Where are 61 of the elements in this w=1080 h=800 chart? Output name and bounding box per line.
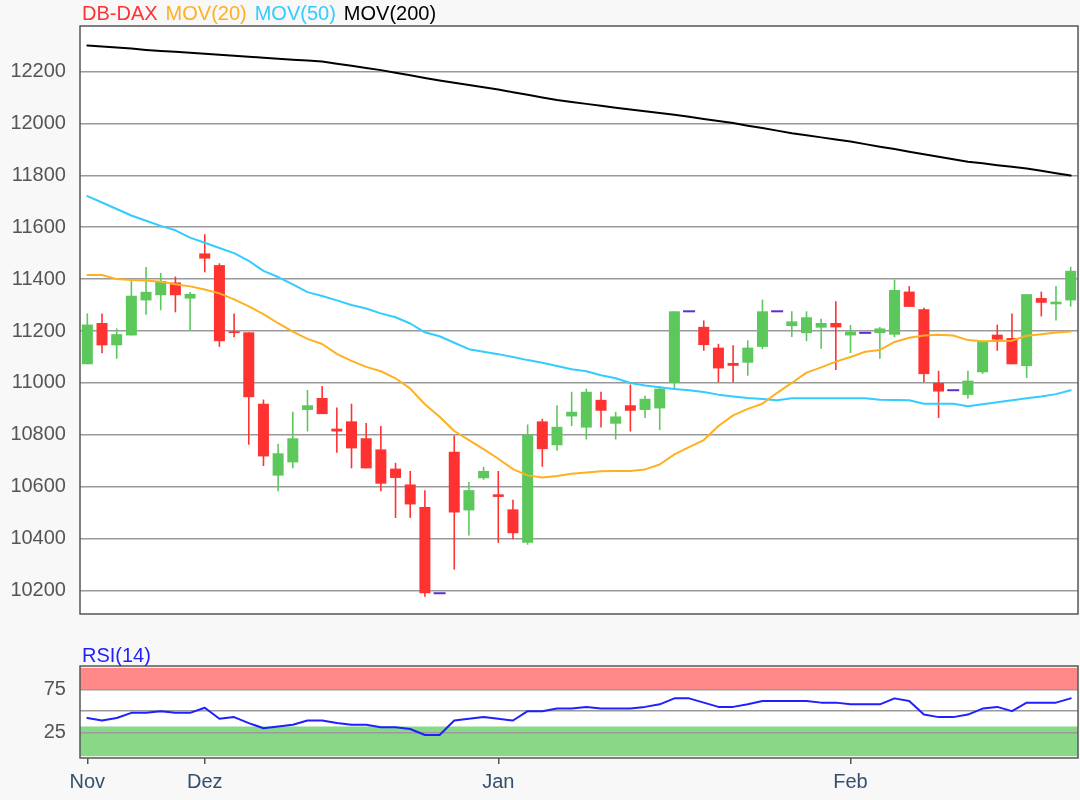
- text: MOV(50): [254, 2, 336, 24]
- candlestick: [859, 331, 872, 334]
- candlestick: [786, 310, 798, 338]
- y-tick-label: 25: [43, 719, 66, 742]
- y-tick-label: 10200: [10, 578, 66, 601]
- y-tick-label: 11000: [11, 370, 66, 393]
- candlestick: [463, 481, 475, 537]
- y-tick-label: 11800: [11, 162, 66, 185]
- y-tick-label: 12200: [10, 58, 66, 81]
- candlestick: [947, 389, 960, 392]
- candlestick: [874, 326, 886, 360]
- candlestick: [800, 310, 812, 342]
- x-tick-label: Jan: [482, 769, 515, 792]
- candlestick: [712, 342, 724, 383]
- y-tick-label: 11400: [11, 266, 66, 289]
- candlestick: [140, 266, 152, 316]
- candlestick: [272, 442, 284, 493]
- y-tick-label: 10400: [10, 526, 66, 549]
- x-tick-label: Nov: [69, 769, 106, 792]
- candlestick: [492, 470, 504, 544]
- candlestick: [639, 394, 651, 419]
- candlestick: [991, 323, 1003, 352]
- candlestick: [815, 318, 827, 350]
- candlestick: [830, 300, 842, 371]
- candlestick: [507, 498, 519, 541]
- candlestick: [433, 592, 446, 595]
- candlestick: [199, 233, 211, 274]
- candlestick: [111, 327, 123, 360]
- y-tick-label: 11200: [11, 318, 66, 341]
- candlestick: [610, 410, 622, 441]
- candlestick: [96, 312, 108, 355]
- text: DB-DAX: [82, 2, 158, 24]
- candlestick: [301, 389, 313, 433]
- candlestick: [903, 285, 915, 308]
- candlestick: [404, 470, 416, 519]
- text: MOV(20): [165, 2, 247, 24]
- candlestick: [316, 385, 328, 415]
- candlestick: [228, 312, 240, 339]
- x-tick-label: Dez: [186, 769, 223, 792]
- y-tick-label: 75: [43, 677, 66, 700]
- candlestick: [390, 462, 402, 519]
- candlestick: [595, 390, 607, 429]
- candlestick: [698, 319, 710, 352]
- y-tick-label: 10800: [10, 422, 66, 445]
- candlestick: [962, 369, 974, 400]
- candlestick: [727, 344, 739, 383]
- text: RSI(14): [82, 644, 151, 666]
- text: MOV(200): [343, 2, 437, 24]
- y-tick-label: 11600: [11, 214, 66, 237]
- candlestick: [1035, 290, 1047, 318]
- candlestick: [933, 369, 945, 419]
- x-tick-label: Feb: [833, 769, 868, 792]
- candlestick: [184, 291, 196, 332]
- candlestick: [551, 404, 563, 452]
- candlestick: [683, 310, 696, 313]
- candlestick: [771, 310, 784, 313]
- y-tick-label: 10600: [10, 474, 66, 497]
- y-tick-label: 12000: [10, 110, 66, 133]
- candlestick: [654, 385, 666, 431]
- candlestick: [742, 339, 754, 377]
- candlestick: [624, 383, 636, 433]
